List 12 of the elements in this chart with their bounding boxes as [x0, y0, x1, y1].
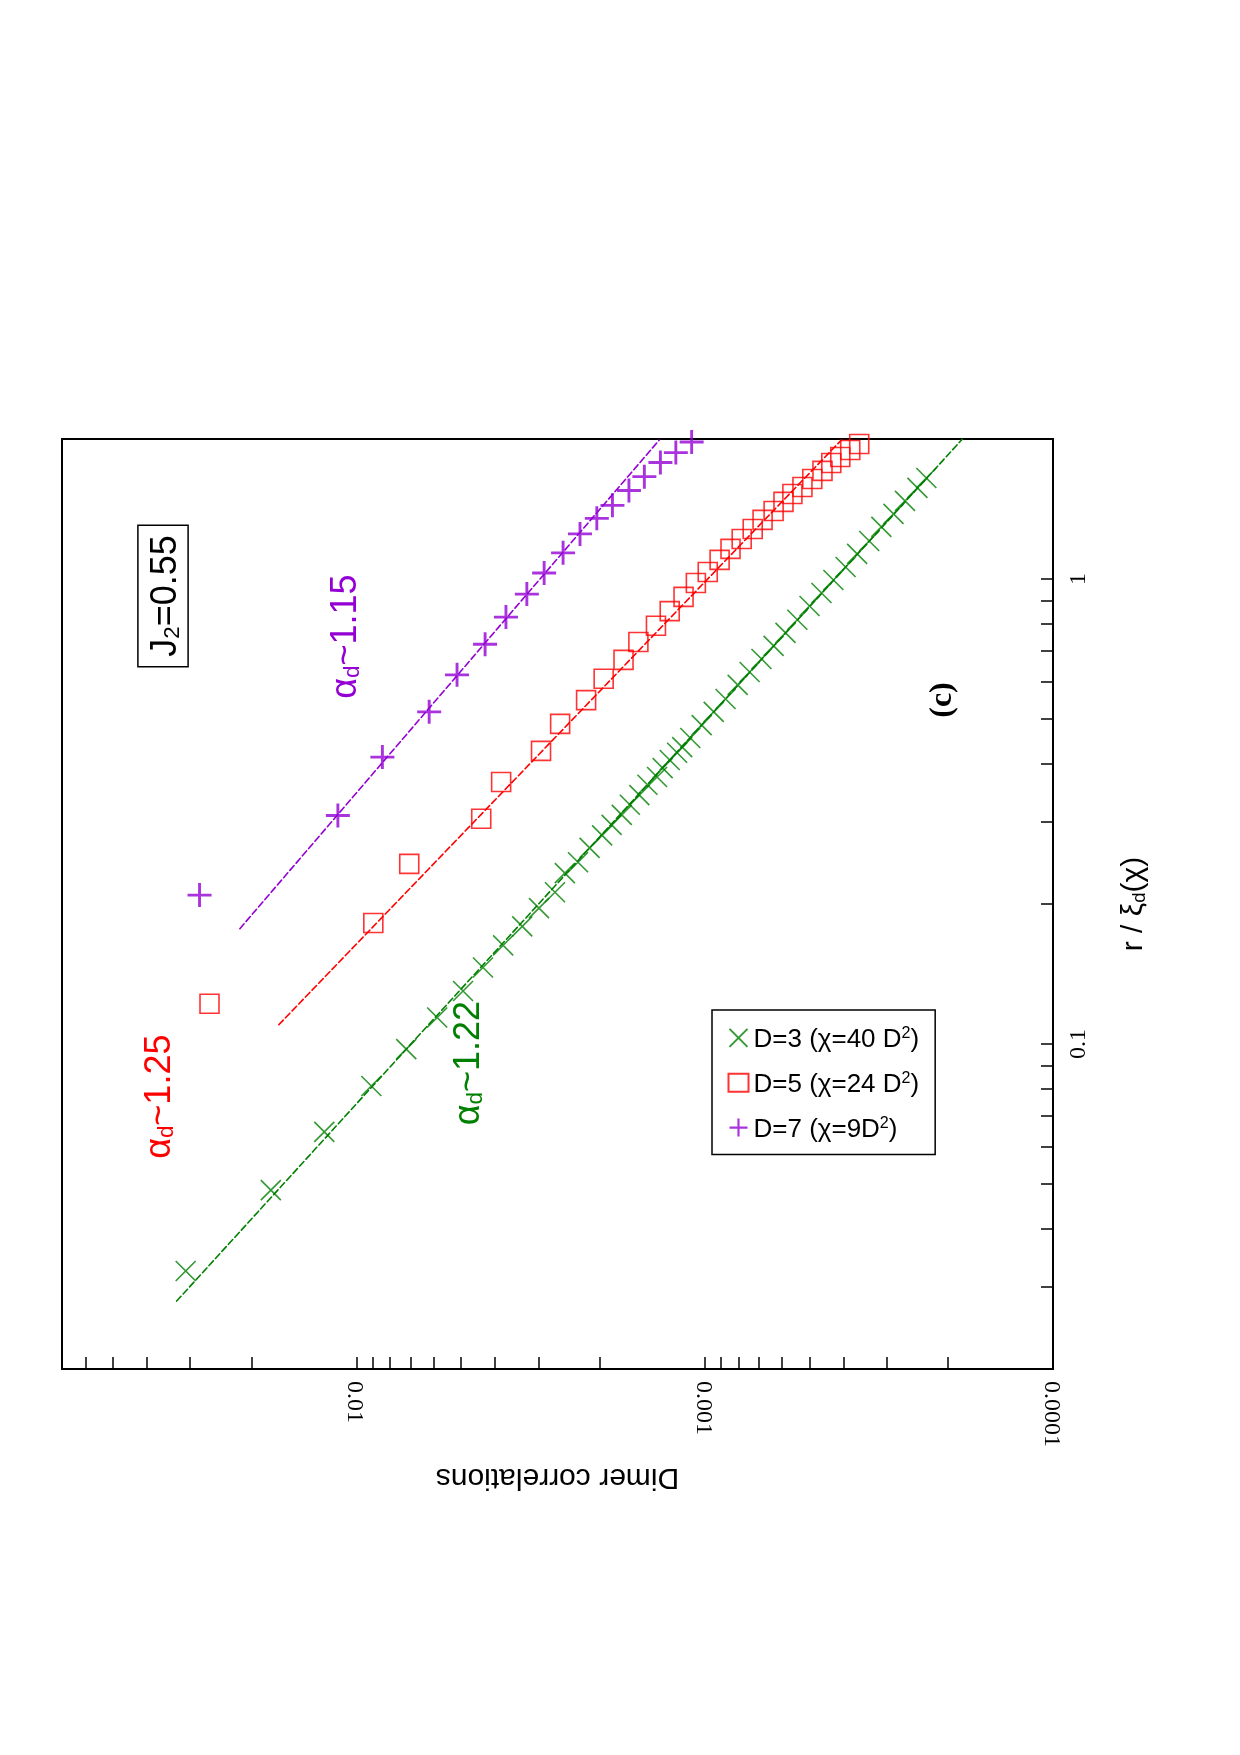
annotation: J2=0.55 [142, 535, 184, 657]
y-tick-label: 1 [1064, 572, 1090, 585]
text: αd~1.15 [323, 574, 365, 699]
text: αd~1.25 [137, 1034, 179, 1159]
x-axis-title: Dimer correlations [435, 1462, 680, 1496]
text: αd~1.22 [446, 1000, 488, 1126]
x-tick-label: 0.0001 [1040, 1381, 1066, 1447]
y-tick-label: 0.1 [1064, 1028, 1090, 1059]
x-tick-label: 0.001 [691, 1381, 718, 1435]
x-tick-label: 0.01 [343, 1381, 370, 1423]
annotation: (c) [922, 682, 958, 718]
y-axis-title: r / ξd(χ) [1114, 856, 1149, 952]
